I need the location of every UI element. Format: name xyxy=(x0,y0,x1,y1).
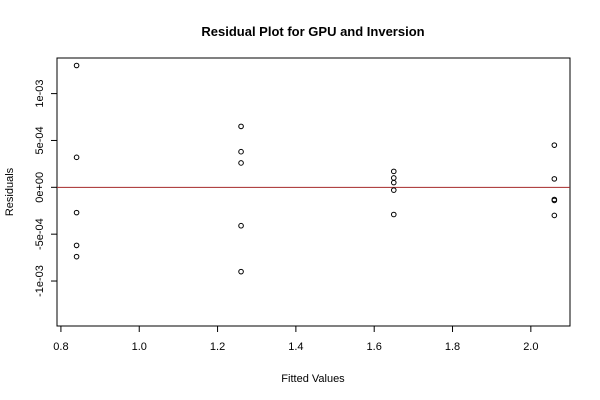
residual-point xyxy=(238,160,244,166)
chart-title: Residual Plot for GPU and Inversion xyxy=(201,24,424,39)
residual-point xyxy=(73,209,80,216)
residual-point xyxy=(390,168,397,175)
residual-point xyxy=(390,179,397,186)
y-tick-label: 5e-04 xyxy=(34,126,46,154)
x-tick-label: 1.2 xyxy=(210,341,225,353)
y-tick-label: 0e+00 xyxy=(34,172,46,203)
residual-point xyxy=(73,154,80,161)
residual-point xyxy=(390,175,397,181)
points-group xyxy=(73,62,558,275)
x-tick-label: 1.0 xyxy=(132,341,147,353)
residual-point xyxy=(390,211,397,218)
y-tick-label: -5e-04 xyxy=(34,218,46,250)
residual-point xyxy=(73,242,80,249)
residual-point xyxy=(73,62,80,69)
y-tick-label: -1e-03 xyxy=(34,265,46,297)
residual-point xyxy=(551,212,558,219)
residual-point xyxy=(551,176,558,182)
y-tick-label: 1e-03 xyxy=(34,80,46,108)
x-tick-label: 1.8 xyxy=(445,341,460,353)
x-tick-label: 0.8 xyxy=(53,341,68,353)
residual-point xyxy=(238,123,244,130)
x-tick-label: 2.0 xyxy=(523,341,538,353)
plot-frame xyxy=(56,57,571,327)
residual-point xyxy=(390,187,397,193)
x-axis-label: Fitted Values xyxy=(281,373,345,385)
residual-point xyxy=(238,148,244,155)
residual-point xyxy=(73,253,80,260)
residual-point xyxy=(238,268,244,275)
residual-point xyxy=(551,197,558,204)
residual-point xyxy=(551,142,558,148)
x-tick-label: 1.6 xyxy=(367,341,382,353)
y-axis-label: Residuals xyxy=(4,167,16,216)
x-axis: 0.8 1.0 1.2 1.4 1.6 1.8 2.0 xyxy=(53,325,538,353)
residual-point xyxy=(238,222,244,229)
y-axis: -1e-03 -5e-04 0e+00 5e-04 1e-03 xyxy=(34,80,58,297)
x-tick-label: 1.4 xyxy=(288,341,303,353)
